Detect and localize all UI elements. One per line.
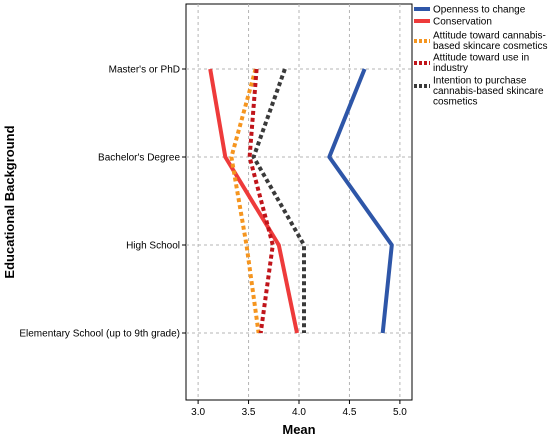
series-lines — [208, 68, 394, 334]
category-label: High School — [126, 241, 180, 252]
category-label: Master's or PhD — [109, 65, 180, 76]
legend-label: Conservation — [433, 17, 492, 28]
series-line — [229, 68, 261, 334]
category-label: Bachelor's Degree — [98, 153, 180, 164]
x-tick-label: 4.5 — [342, 407, 356, 418]
x-tick-label: 5.0 — [393, 407, 407, 418]
category-label: Elementary School (up to 9th grade) — [19, 329, 180, 340]
legend-label: cosmetics — [433, 97, 477, 108]
legend-label: cannabis-based skincare — [433, 86, 544, 97]
x-axis-title: Mean — [282, 422, 315, 437]
legend-label: industry — [433, 63, 468, 74]
y-axis-ticks: Master's or PhD Bachelor's Degree High Sch… — [19, 65, 186, 340]
series-line — [247, 68, 275, 334]
legend-label: Attitude toward cannabis- — [433, 31, 546, 42]
legend-label: Attitude toward use in — [433, 53, 529, 64]
x-tick-label: 3.0 — [191, 407, 205, 418]
y-axis-title: Educational Background — [2, 125, 17, 278]
legend-label: based skincare cosmetics — [433, 41, 548, 52]
x-tick-label: 3.5 — [242, 407, 256, 418]
legend-label: Intention to purchase — [433, 76, 527, 87]
x-tick-label: 4.0 — [292, 407, 306, 418]
series-line — [208, 68, 299, 334]
legend-label: Openness to change — [433, 5, 526, 16]
x-axis-ticks: 3.0 3.5 4.0 4.5 5.0 — [191, 400, 407, 418]
series-line — [327, 68, 394, 334]
series-line — [251, 68, 306, 333]
